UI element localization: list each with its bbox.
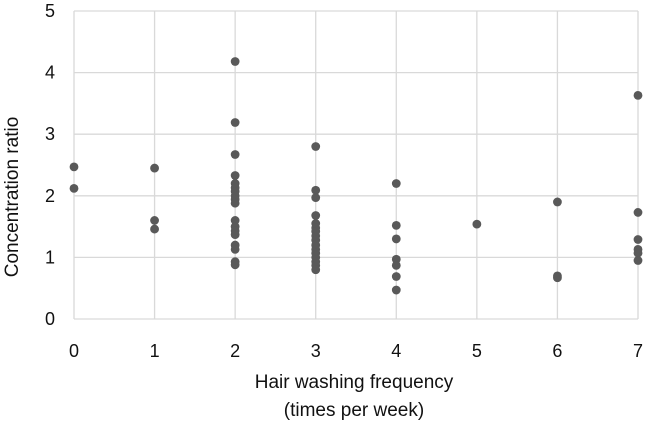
data-point: [553, 273, 562, 283]
data-points: [69, 57, 643, 295]
grid-lines: [73, 10, 639, 320]
data-point: [150, 163, 159, 173]
data-point: [311, 142, 321, 151]
data-point: [230, 171, 240, 180]
y-tick-label: 5: [45, 1, 55, 21]
data-point: [230, 260, 240, 270]
data-point: [633, 248, 643, 258]
x-tick-label: 2: [230, 341, 240, 361]
data-point: [230, 118, 240, 127]
data-point: [230, 150, 240, 159]
data-point: [391, 234, 401, 244]
x-tick-label: 1: [150, 341, 160, 361]
data-point: [391, 285, 401, 295]
data-point: [69, 162, 79, 172]
data-point: [391, 272, 401, 281]
x-tick-label: 6: [552, 341, 562, 361]
data-point: [230, 230, 240, 240]
y-tick-label: 1: [45, 247, 55, 267]
data-point: [553, 197, 562, 207]
y-tick-label: 0: [45, 309, 55, 329]
data-point: [391, 254, 401, 264]
data-point: [230, 244, 240, 254]
data-point: [472, 219, 482, 229]
y-tick-label: 2: [45, 186, 55, 206]
data-point: [69, 184, 79, 193]
data-point: [311, 211, 321, 220]
data-point: [311, 193, 321, 203]
data-point: [230, 198, 240, 208]
data-point: [391, 261, 401, 270]
x-axis-title-line-1: Hair washing frequency: [255, 372, 454, 393]
data-point: [311, 185, 321, 195]
x-tick-label: 7: [633, 341, 643, 361]
data-point: [633, 90, 643, 100]
x-tick-label: 5: [472, 341, 482, 361]
y-tick-labels: 0 1 2 3 4 5: [45, 1, 55, 329]
data-point: [391, 220, 401, 230]
data-point: [150, 224, 159, 234]
x-tick-labels: 0 1 2 3 4 5 6 7: [69, 341, 643, 361]
y-axis-title: Concentration ratio: [2, 117, 23, 278]
y-tick-label: 3: [45, 124, 55, 144]
x-axis-title-line-2: (times per week): [284, 400, 424, 421]
x-tick-label: 3: [311, 341, 321, 361]
data-point: [150, 216, 159, 225]
data-point: [633, 235, 643, 244]
data-point: [633, 208, 643, 217]
y-tick-label: 4: [45, 63, 55, 83]
data-point: [230, 216, 240, 225]
data-point: [230, 57, 240, 66]
data-point: [391, 179, 401, 188]
x-tick-label: 4: [391, 341, 401, 361]
data-point: [633, 256, 643, 265]
data-point: [311, 265, 321, 275]
x-tick-label: 0: [69, 341, 79, 361]
